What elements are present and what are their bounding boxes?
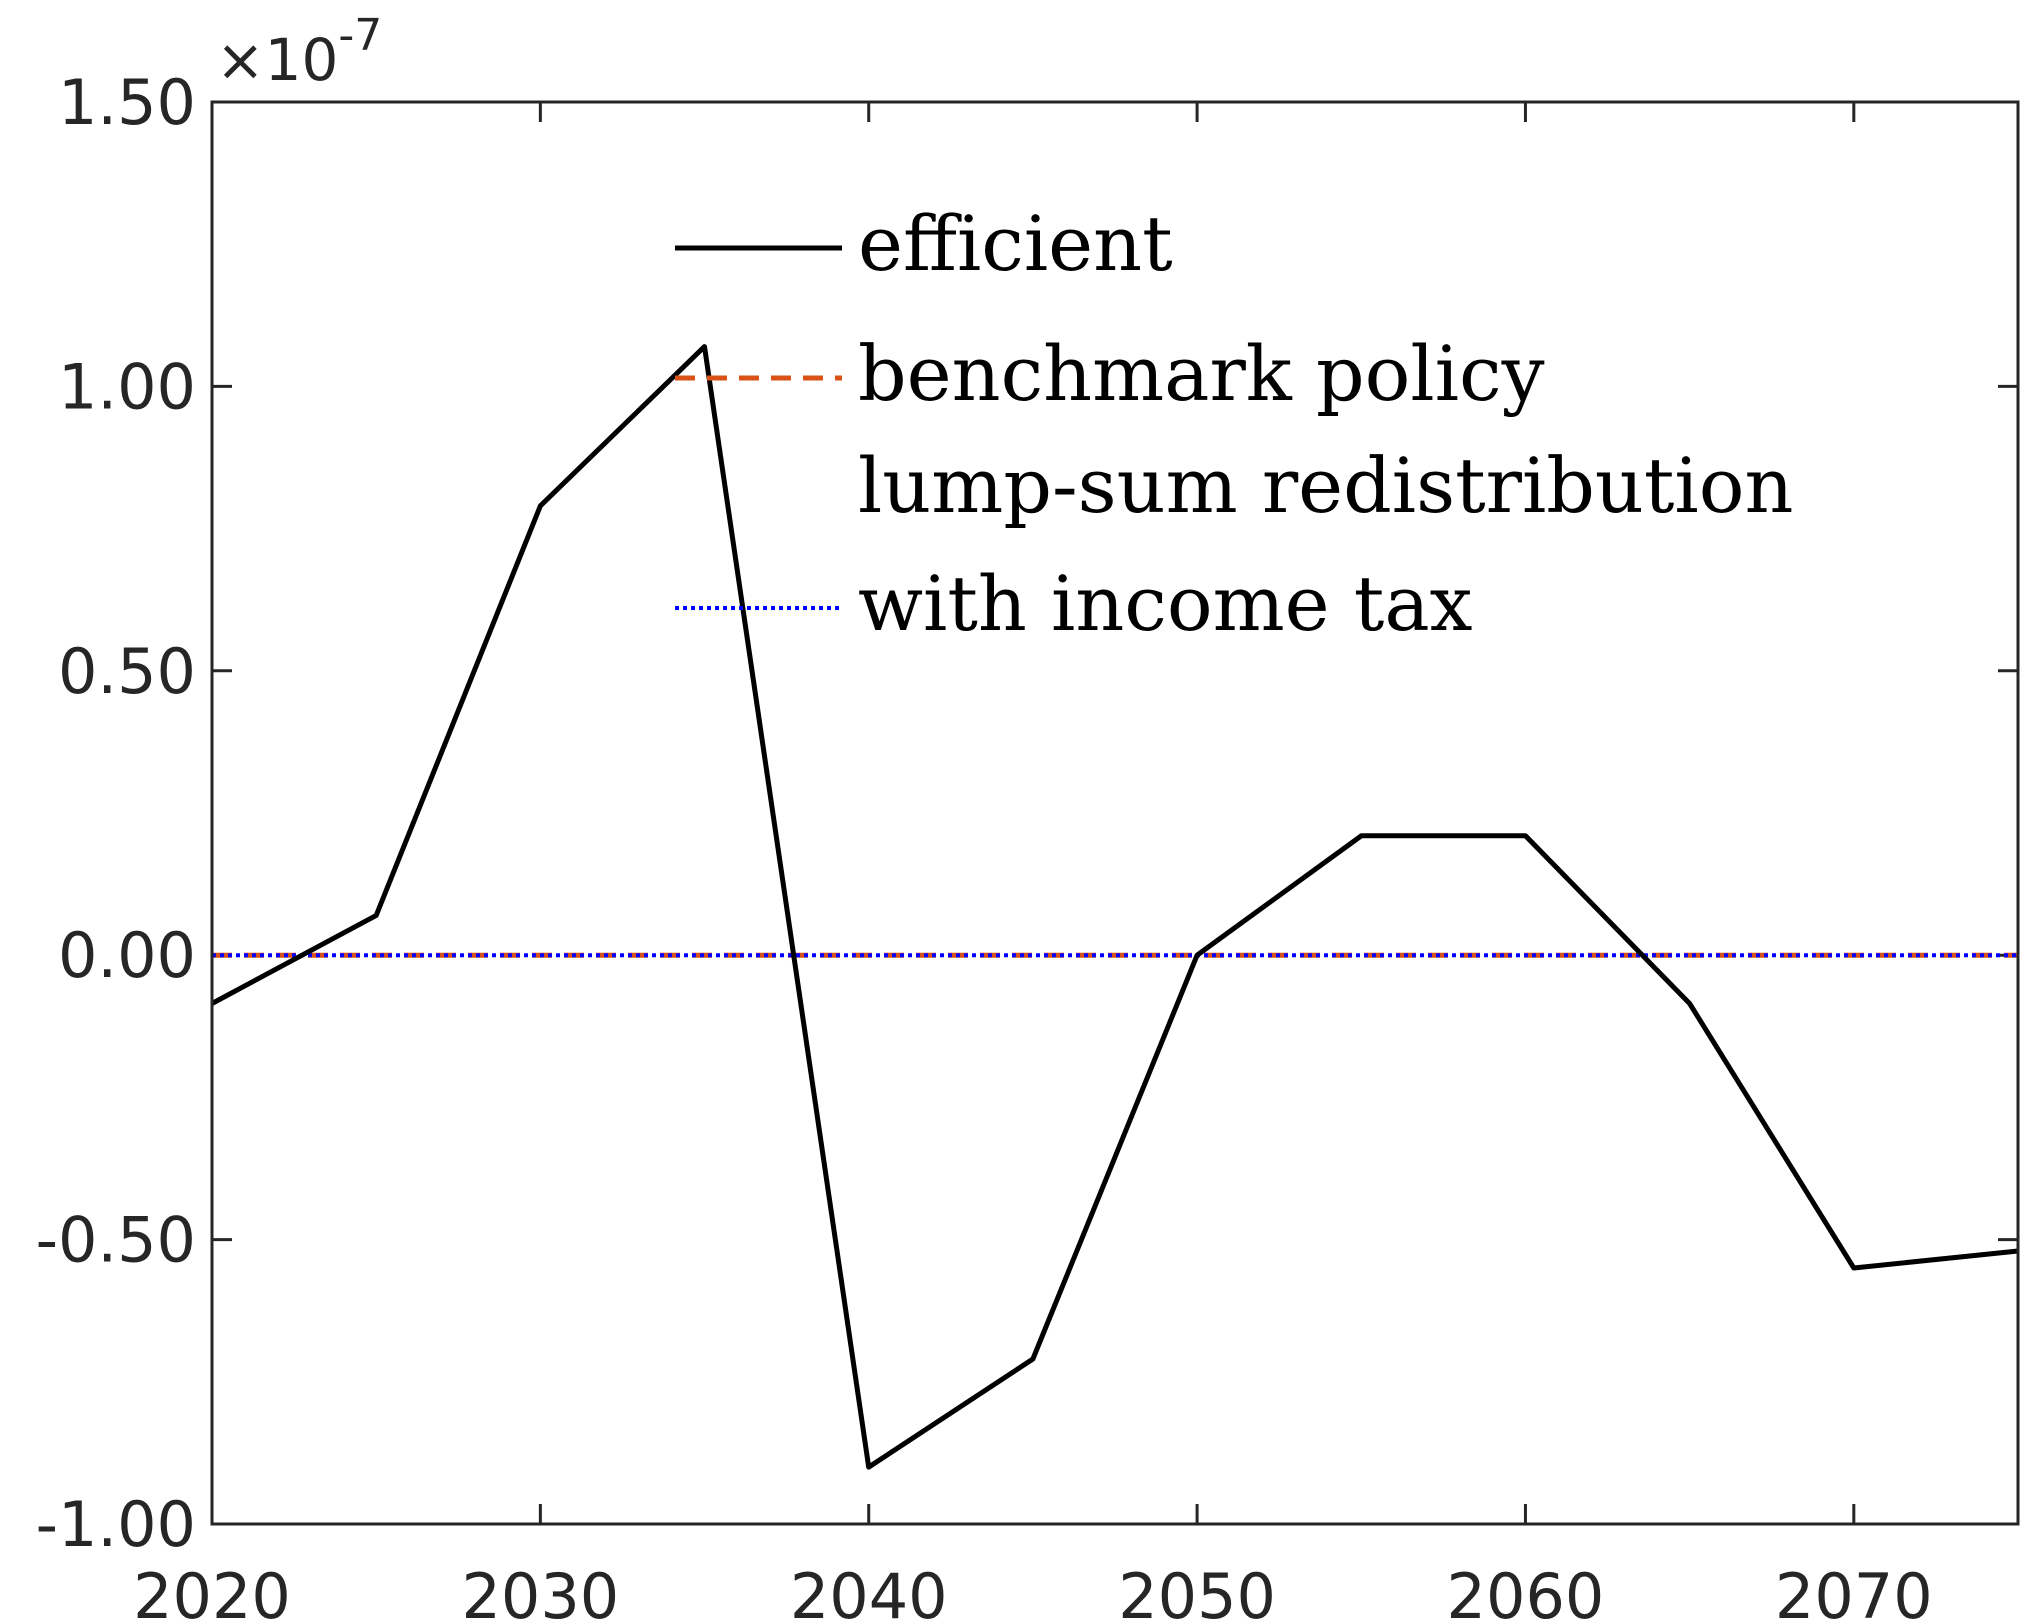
tick-marks [210, 100, 2018, 1526]
legend-label-1: benchmark policy [858, 329, 1545, 418]
legend-label-2: lump-sum redistribution [858, 441, 1793, 530]
series-lines [210, 344, 2019, 1470]
plot-area-frame [210, 100, 2020, 1526]
x-tick-label: 2070 [1775, 1560, 1933, 1622]
y-tick-label: -0.50 [36, 1204, 196, 1277]
y-tick-label: 1.50 [58, 66, 196, 139]
x-tick-label: 2050 [1118, 1560, 1276, 1622]
multiplier-exponent: -7 [338, 10, 382, 61]
y-tick-label: 0.00 [58, 919, 196, 992]
y-tick-label: 1.00 [58, 350, 196, 423]
y-tick-label: 0.50 [58, 635, 196, 708]
y-tick-label: -1.00 [36, 1488, 196, 1561]
x-tick-label: 2060 [1447, 1560, 1605, 1622]
legend-label-0: efficient [858, 199, 1173, 288]
y-axis-tick-labels: -1.00 -0.50 0.00 0.50 1.00 1.50 [36, 66, 196, 1561]
x-tick-label: 2040 [790, 1560, 948, 1622]
x-axis-tick-labels: 2020 2030 2040 2050 2060 2070 [133, 1560, 1933, 1622]
legend: efficient benchmark policy lump-sum redist… [675, 199, 1793, 648]
multiplier-base: ×10 [216, 26, 338, 94]
x-tick-label: 2030 [461, 1560, 619, 1622]
legend-label-3: with income tax [858, 559, 1473, 648]
x-tick-label: 2020 [133, 1560, 291, 1622]
y-axis-multiplier: ×10-7 [216, 10, 382, 94]
series-line-0 [210, 344, 2019, 1470]
